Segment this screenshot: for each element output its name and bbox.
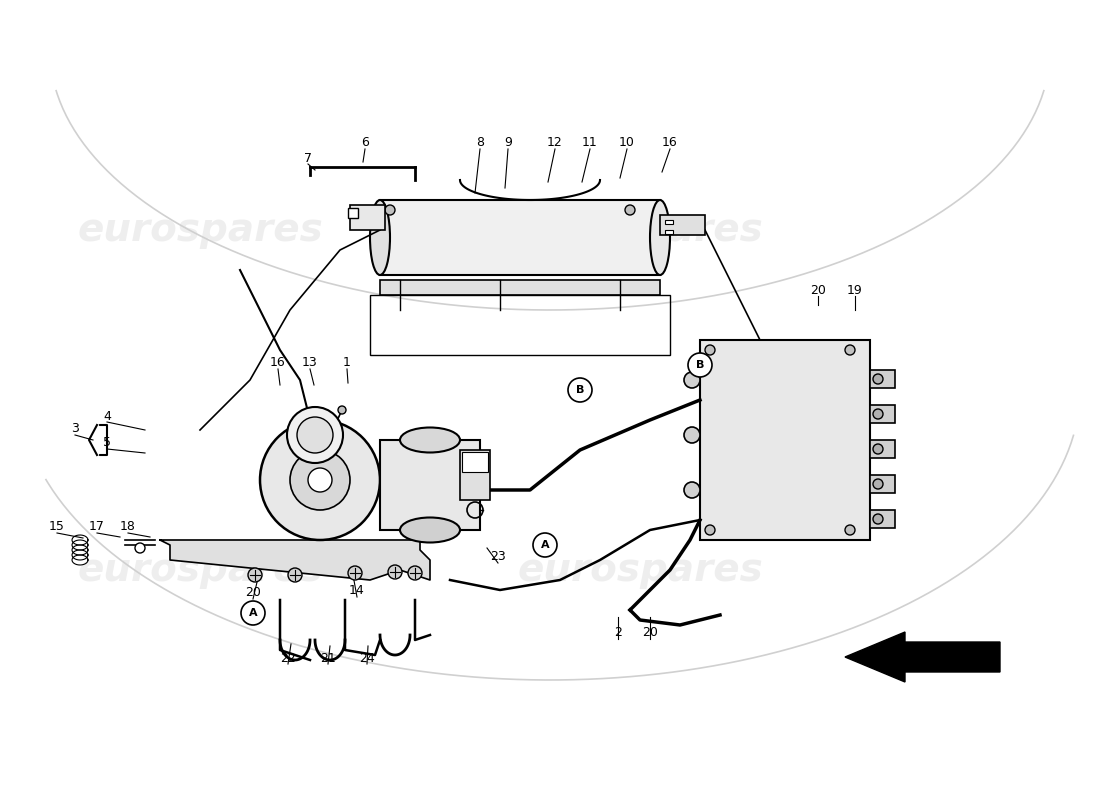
- Text: 20: 20: [810, 283, 826, 297]
- Circle shape: [873, 409, 883, 419]
- Text: 20: 20: [245, 586, 261, 599]
- Text: 22: 22: [280, 651, 296, 665]
- Text: 16: 16: [271, 357, 286, 370]
- Text: 9: 9: [504, 137, 512, 150]
- Bar: [348, 208, 358, 218]
- Text: A: A: [541, 540, 549, 550]
- Ellipse shape: [400, 518, 460, 542]
- Bar: [660, 215, 705, 235]
- Bar: [870, 440, 895, 458]
- Text: 4: 4: [103, 410, 111, 422]
- Circle shape: [408, 566, 422, 580]
- Text: B: B: [575, 385, 584, 395]
- Text: 12: 12: [547, 137, 563, 150]
- Circle shape: [684, 482, 700, 498]
- Circle shape: [135, 543, 145, 553]
- Text: 18: 18: [120, 521, 136, 534]
- Text: B: B: [696, 360, 704, 370]
- Bar: [370, 295, 670, 355]
- Ellipse shape: [400, 427, 460, 453]
- Text: 11: 11: [582, 137, 598, 150]
- Text: 13: 13: [302, 357, 318, 370]
- Bar: [666, 220, 673, 224]
- Text: 14: 14: [349, 585, 365, 598]
- Circle shape: [348, 566, 362, 580]
- Circle shape: [684, 372, 700, 388]
- Circle shape: [625, 205, 635, 215]
- Text: eurospares: eurospares: [517, 211, 763, 249]
- Circle shape: [845, 525, 855, 535]
- Bar: [379, 200, 660, 275]
- Text: 3: 3: [72, 422, 79, 435]
- Text: eurospares: eurospares: [517, 551, 763, 589]
- Circle shape: [297, 417, 333, 453]
- Bar: [350, 205, 385, 230]
- Circle shape: [338, 406, 346, 414]
- Circle shape: [568, 378, 592, 402]
- Text: eurospares: eurospares: [77, 551, 323, 589]
- Text: 7: 7: [304, 151, 312, 165]
- Text: eurospares: eurospares: [77, 211, 323, 249]
- Circle shape: [873, 444, 883, 454]
- Bar: [870, 370, 895, 388]
- Bar: [870, 405, 895, 423]
- Text: 8: 8: [476, 137, 484, 150]
- Text: A: A: [249, 608, 257, 618]
- Circle shape: [388, 565, 401, 579]
- Circle shape: [248, 568, 262, 582]
- Text: 20: 20: [642, 626, 658, 639]
- Circle shape: [873, 514, 883, 524]
- Circle shape: [241, 601, 265, 625]
- Text: 2: 2: [614, 626, 622, 639]
- Circle shape: [705, 525, 715, 535]
- Circle shape: [688, 353, 712, 377]
- Circle shape: [290, 450, 350, 510]
- Circle shape: [873, 479, 883, 489]
- Circle shape: [308, 468, 332, 492]
- Text: 5: 5: [103, 437, 111, 450]
- Bar: [379, 280, 660, 295]
- Bar: [379, 440, 480, 530]
- Text: 17: 17: [89, 521, 104, 534]
- Text: 21: 21: [320, 651, 336, 665]
- Circle shape: [385, 205, 395, 215]
- Bar: [870, 475, 895, 493]
- Circle shape: [260, 420, 379, 540]
- Bar: [700, 340, 870, 540]
- Text: 16: 16: [662, 137, 678, 150]
- Circle shape: [288, 568, 302, 582]
- Circle shape: [705, 345, 715, 355]
- Ellipse shape: [370, 200, 390, 275]
- Circle shape: [534, 533, 557, 557]
- Text: 6: 6: [361, 137, 368, 150]
- Text: 19: 19: [847, 283, 862, 297]
- Text: 23: 23: [491, 550, 506, 563]
- Circle shape: [684, 427, 700, 443]
- Bar: [460, 450, 490, 500]
- Bar: [666, 230, 673, 234]
- Text: 24: 24: [359, 651, 375, 665]
- Bar: [870, 510, 895, 528]
- Polygon shape: [160, 540, 430, 580]
- Circle shape: [845, 345, 855, 355]
- Ellipse shape: [650, 200, 670, 275]
- FancyArrow shape: [845, 632, 1000, 682]
- Bar: [462, 452, 488, 472]
- Text: 10: 10: [619, 137, 635, 150]
- Text: 1: 1: [343, 357, 351, 370]
- Text: 15: 15: [50, 521, 65, 534]
- Circle shape: [873, 374, 883, 384]
- Circle shape: [287, 407, 343, 463]
